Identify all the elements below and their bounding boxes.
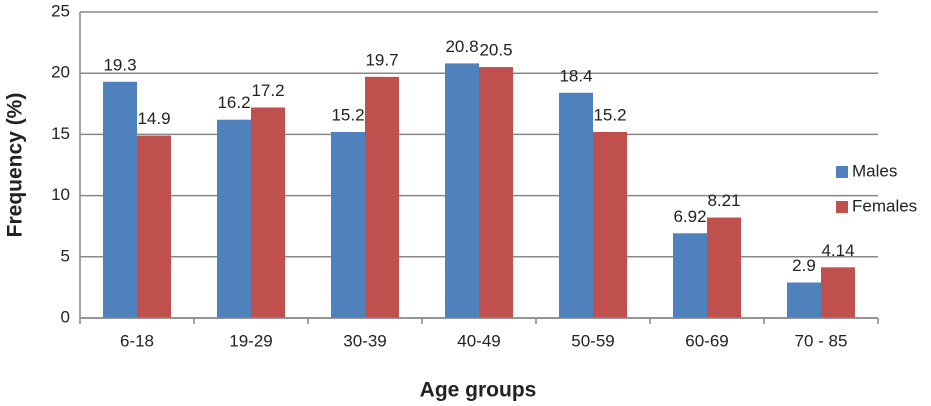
y-tick-label: 10: [51, 185, 70, 204]
bar: [445, 63, 479, 318]
bar: [217, 119, 251, 318]
data-label: 19.7: [365, 50, 398, 69]
x-tick-label: 40-49: [457, 331, 500, 350]
bar: [331, 131, 365, 318]
x-tick-label: 6-18: [120, 331, 154, 350]
data-label: 19.3: [103, 55, 136, 74]
x-tick-label: 19-29: [229, 331, 272, 350]
data-label: 14.9: [137, 109, 170, 128]
data-label: 20.5: [479, 41, 512, 60]
bar: [821, 267, 855, 318]
bar: [787, 282, 821, 318]
y-tick-label: 0: [61, 307, 70, 326]
legend-swatch: [836, 201, 848, 213]
x-axis-title: Age groups: [420, 379, 537, 402]
data-label: 20.8: [445, 37, 478, 56]
x-tick-label: 50-59: [571, 331, 614, 350]
bar: [559, 92, 593, 318]
y-tick-label: 20: [51, 63, 70, 82]
bar: [593, 131, 627, 318]
bar: [137, 135, 171, 318]
bar: [251, 107, 285, 318]
y-axis-title: Frequency (%): [4, 93, 27, 238]
x-tick-label: 30-39: [343, 331, 386, 350]
data-label: 17.2: [251, 81, 284, 100]
x-tick-label: 70 - 85: [795, 331, 848, 350]
data-label: 2.9: [792, 256, 816, 275]
data-label: 4.14: [821, 241, 854, 260]
data-label: 6.92: [673, 207, 706, 226]
x-tick-label: 60-69: [685, 331, 728, 350]
bar: [103, 81, 137, 318]
data-label: 15.2: [593, 105, 626, 124]
legend-label: Females: [852, 196, 917, 215]
y-tick-label: 5: [61, 246, 70, 265]
bar: [673, 233, 707, 318]
bar: [365, 76, 399, 318]
bar: [479, 67, 513, 318]
data-label: 16.2: [217, 93, 250, 112]
y-tick-label: 15: [51, 124, 70, 143]
data-label: 15.2: [331, 105, 364, 124]
data-label: 8.21: [707, 191, 740, 210]
legend-label: Males: [852, 161, 897, 180]
y-tick-label: 25: [51, 1, 70, 20]
data-label: 18.4: [559, 66, 592, 85]
legend-swatch: [836, 166, 848, 178]
bar: [707, 217, 741, 318]
